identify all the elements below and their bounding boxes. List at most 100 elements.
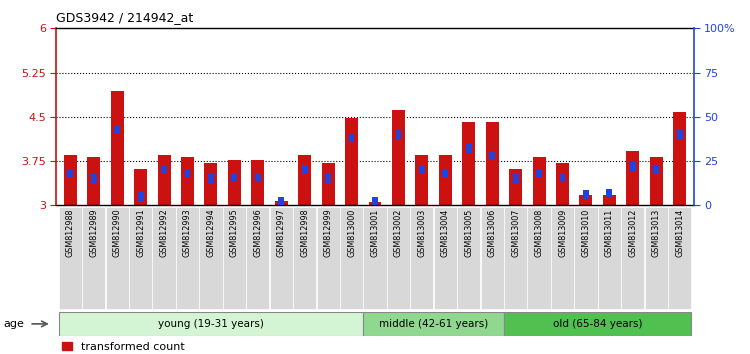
Bar — [583, 190, 589, 199]
FancyBboxPatch shape — [574, 207, 598, 309]
Bar — [650, 157, 663, 205]
Bar — [138, 192, 143, 201]
FancyBboxPatch shape — [668, 207, 692, 309]
Bar — [274, 201, 288, 205]
Bar — [372, 198, 378, 206]
Bar — [349, 134, 355, 143]
Text: GSM813006: GSM813006 — [488, 209, 496, 257]
FancyBboxPatch shape — [363, 312, 504, 336]
Text: GSM812999: GSM812999 — [323, 209, 332, 257]
Text: GSM813003: GSM813003 — [417, 209, 426, 257]
Bar — [486, 121, 499, 205]
Text: GSM812988: GSM812988 — [66, 209, 75, 257]
FancyBboxPatch shape — [176, 207, 199, 309]
Bar — [158, 155, 170, 205]
Text: GSM813000: GSM813000 — [347, 209, 356, 257]
Bar — [630, 162, 636, 171]
Bar — [603, 195, 616, 205]
Bar — [181, 157, 194, 205]
FancyBboxPatch shape — [364, 207, 386, 309]
FancyBboxPatch shape — [387, 207, 410, 309]
Bar — [134, 169, 147, 205]
FancyBboxPatch shape — [316, 207, 340, 309]
Bar — [580, 195, 592, 205]
Bar — [368, 202, 382, 205]
Legend: transformed count, percentile rank within the sample: transformed count, percentile rank withi… — [62, 342, 268, 354]
Bar — [64, 155, 76, 205]
FancyBboxPatch shape — [527, 207, 550, 309]
FancyBboxPatch shape — [551, 207, 574, 309]
FancyBboxPatch shape — [106, 207, 129, 309]
Text: age: age — [4, 319, 25, 329]
Bar — [674, 112, 686, 205]
FancyBboxPatch shape — [58, 207, 82, 309]
Bar — [326, 175, 331, 183]
Text: GSM812995: GSM812995 — [230, 209, 238, 257]
Text: GSM812993: GSM812993 — [183, 209, 192, 257]
Bar — [676, 130, 682, 139]
FancyBboxPatch shape — [270, 207, 292, 309]
Bar — [442, 169, 448, 178]
Bar — [111, 91, 124, 205]
FancyBboxPatch shape — [246, 207, 269, 309]
Bar — [556, 163, 569, 205]
Text: GSM813012: GSM813012 — [628, 209, 638, 257]
Text: GSM813011: GSM813011 — [604, 209, 613, 257]
FancyBboxPatch shape — [645, 207, 668, 309]
Text: GSM813008: GSM813008 — [535, 209, 544, 257]
Text: GSM812994: GSM812994 — [206, 209, 215, 257]
Text: GSM812990: GSM812990 — [112, 209, 122, 257]
Bar — [607, 188, 612, 198]
Text: GSM813002: GSM813002 — [394, 209, 403, 257]
FancyBboxPatch shape — [58, 312, 363, 336]
Bar — [626, 151, 639, 205]
Bar — [560, 173, 566, 181]
Text: GSM813001: GSM813001 — [370, 209, 380, 257]
Text: GSM813014: GSM813014 — [675, 209, 684, 257]
Bar — [91, 175, 97, 183]
Bar — [536, 169, 542, 178]
Text: GSM812992: GSM812992 — [160, 209, 169, 257]
Bar — [228, 160, 241, 205]
Bar — [345, 118, 358, 205]
FancyBboxPatch shape — [433, 207, 457, 309]
FancyBboxPatch shape — [82, 207, 105, 309]
Bar — [251, 160, 264, 205]
FancyBboxPatch shape — [129, 207, 152, 309]
Text: GSM812991: GSM812991 — [136, 209, 146, 257]
Bar — [68, 169, 74, 178]
Bar — [161, 166, 167, 175]
Bar — [255, 173, 261, 181]
FancyBboxPatch shape — [200, 207, 223, 309]
Text: middle (42-61 years): middle (42-61 years) — [379, 319, 488, 329]
FancyBboxPatch shape — [598, 207, 621, 309]
Bar — [114, 125, 120, 133]
Bar — [419, 166, 424, 175]
Bar — [392, 110, 405, 205]
Text: GSM812998: GSM812998 — [300, 209, 309, 257]
FancyBboxPatch shape — [504, 207, 527, 309]
Bar — [205, 163, 218, 205]
Bar — [184, 169, 190, 178]
Text: GSM812989: GSM812989 — [89, 209, 98, 257]
Bar — [302, 166, 307, 175]
Text: GSM813009: GSM813009 — [558, 209, 567, 257]
FancyBboxPatch shape — [293, 207, 316, 309]
Bar — [439, 155, 452, 205]
Text: GSM813013: GSM813013 — [652, 209, 661, 257]
FancyBboxPatch shape — [458, 207, 480, 309]
Bar — [509, 169, 522, 205]
Bar — [653, 166, 659, 175]
Text: GSM813004: GSM813004 — [441, 209, 450, 257]
Text: GSM813005: GSM813005 — [464, 209, 473, 257]
Bar — [532, 157, 545, 205]
Text: young (19-31 years): young (19-31 years) — [158, 319, 264, 329]
FancyBboxPatch shape — [340, 207, 363, 309]
Bar — [232, 173, 237, 181]
Bar — [278, 198, 284, 206]
FancyBboxPatch shape — [481, 207, 504, 309]
Text: old (65-84 years): old (65-84 years) — [553, 319, 643, 329]
FancyBboxPatch shape — [621, 207, 644, 309]
Bar — [87, 157, 100, 205]
Bar — [513, 175, 518, 183]
